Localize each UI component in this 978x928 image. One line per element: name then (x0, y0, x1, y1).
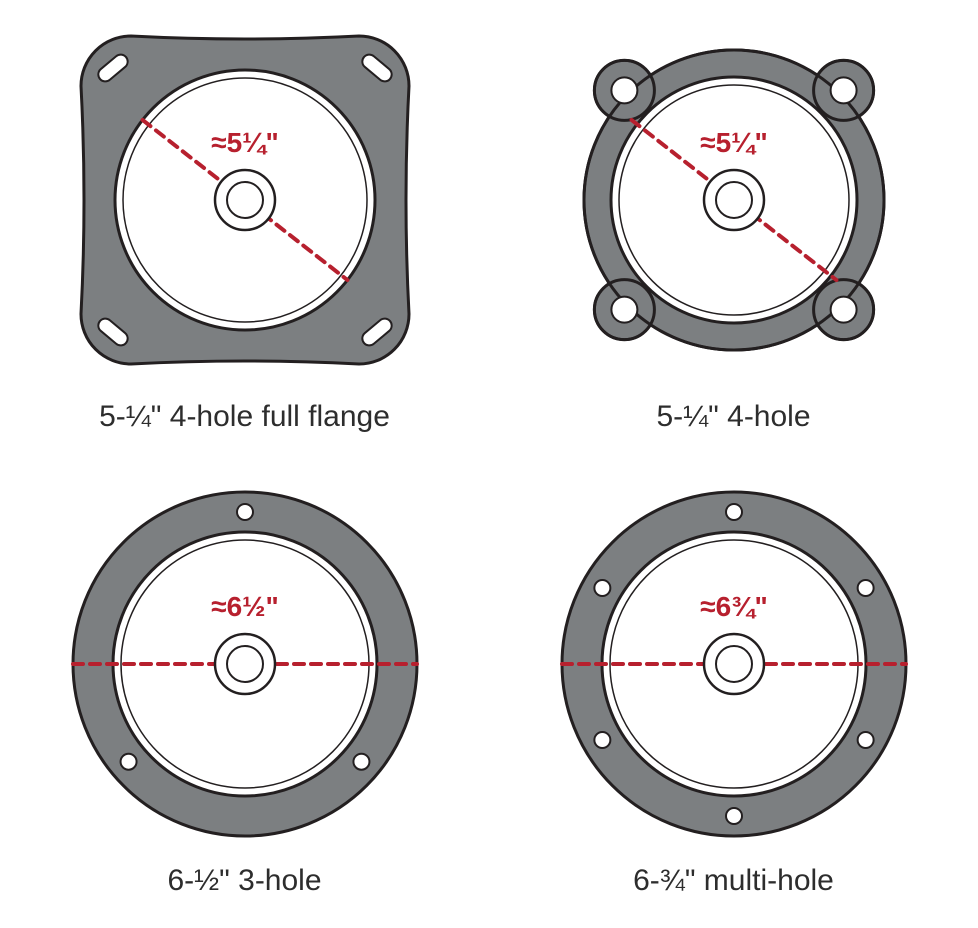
caption-ear4: 5-¼" 4-hole (656, 400, 810, 434)
caption-r3: 6-½" 3-hole (167, 864, 321, 898)
cell-bottom-right: ≈6¾" 6-¾" multi-hole (489, 464, 978, 928)
speaker-r6: ≈6¾" (489, 464, 978, 864)
speaker-diagram-grid: ≈5¼" 5-¼" 4-hole full flange ≈5¼" 5-¼" 4… (0, 0, 978, 925)
cell-top-right: ≈5¼" 5-¼" 4-hole (489, 0, 978, 464)
cell-top-left: ≈5¼" 5-¼" 4-hole full flange (0, 0, 489, 464)
speaker-r3: ≈6½" (0, 464, 489, 864)
svg-text:≈6½": ≈6½" (211, 591, 279, 622)
caption-sq4: 5-¼" 4-hole full flange (99, 400, 390, 434)
svg-text:≈5¼": ≈5¼" (211, 127, 279, 158)
caption-r6: 6-¾" multi-hole (633, 864, 834, 898)
svg-text:≈6¾": ≈6¾" (700, 591, 768, 622)
svg-text:≈5¼": ≈5¼" (700, 127, 768, 158)
speaker-sq4: ≈5¼" (0, 0, 489, 400)
cell-bottom-left: ≈6½" 6-½" 3-hole (0, 464, 489, 928)
speaker-ear4: ≈5¼" (489, 0, 978, 400)
